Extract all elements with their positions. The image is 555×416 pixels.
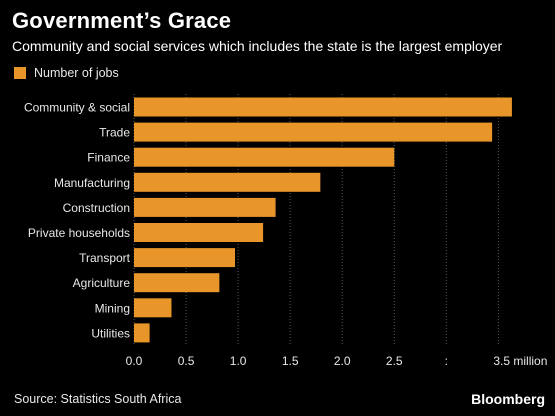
x-tick-label: 1.0 [230, 354, 247, 368]
category-label: Community & social [24, 101, 130, 115]
x-tick-label: 1.5 [282, 354, 299, 368]
category-label: Trade [99, 126, 130, 140]
bar-manufacturing [134, 172, 321, 192]
x-tick-label: 0.5 [178, 354, 195, 368]
x-tick-label: 2.0 [334, 354, 351, 368]
chart-title: Government’s Grace [12, 8, 232, 33]
bar-finance [134, 147, 395, 167]
bar-transport [134, 248, 235, 268]
x-tick-label: : [445, 354, 448, 368]
bar-mining [134, 298, 172, 318]
bar-construction [134, 197, 276, 217]
legend-label: Number of jobs [34, 66, 119, 80]
legend-swatch [14, 67, 26, 79]
bar-agriculture [134, 273, 220, 293]
legend: Number of jobs [14, 66, 119, 80]
bar-trade [134, 122, 493, 142]
x-tick-label: 3.5 million [493, 354, 547, 368]
category-label: Utilities [91, 326, 130, 340]
category-label: Agriculture [73, 276, 131, 290]
category-label: Construction [63, 201, 130, 215]
bloomberg-logo: Bloomberg [471, 391, 545, 407]
category-label: Transport [79, 251, 131, 265]
category-label: Manufacturing [54, 176, 130, 190]
category-label: Mining [95, 301, 130, 315]
bar-utilities [134, 323, 150, 343]
x-tick-label: 2.5 [386, 354, 403, 368]
chart-subtitle: Community and social services which incl… [12, 38, 503, 54]
bar-community-social [134, 97, 512, 117]
category-label: Finance [87, 151, 130, 165]
source-note: Source: Statistics South Africa [14, 392, 182, 406]
x-tick-label: 0.0 [126, 354, 143, 368]
category-label: Private households [28, 226, 130, 240]
bar-private-households [134, 223, 264, 242]
